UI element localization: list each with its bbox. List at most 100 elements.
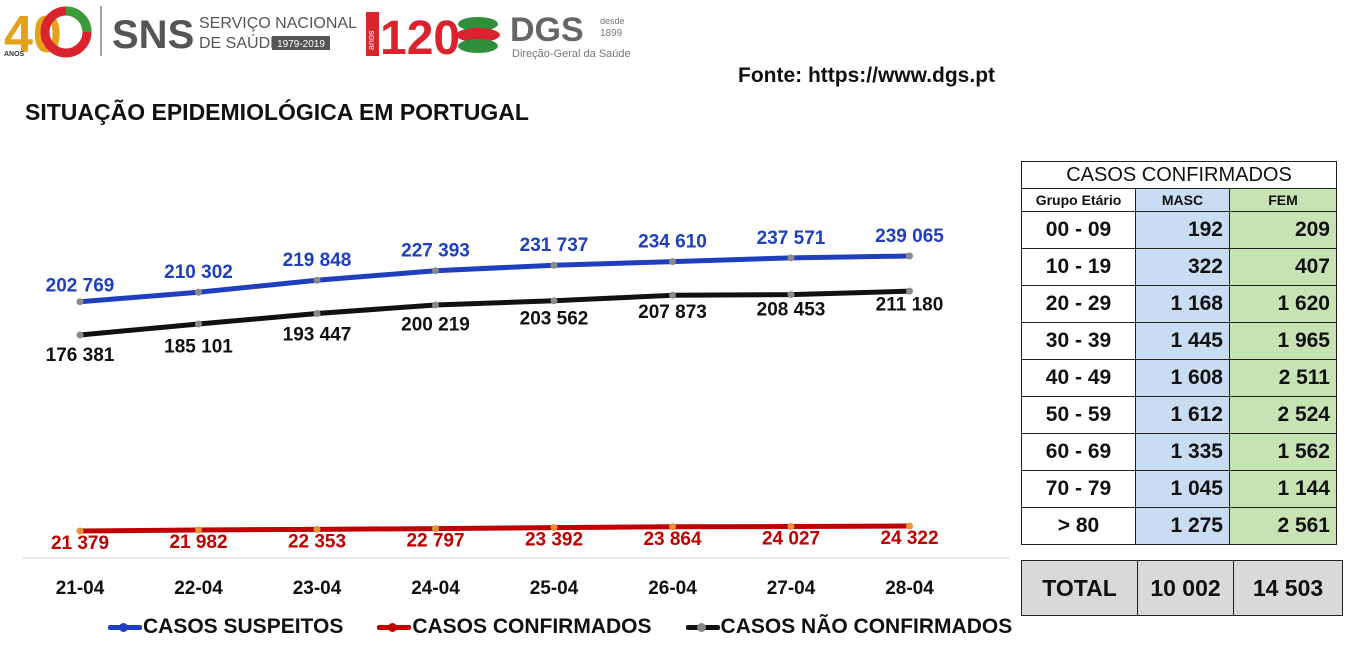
data-point-confirmados — [313, 525, 321, 533]
data-label-nao-confirmados: 207 873 — [638, 302, 707, 323]
x-tick-label: 27-04 — [767, 578, 816, 599]
data-point-suspeitos — [550, 261, 558, 269]
data-point-suspeitos — [432, 267, 439, 275]
logo-40-ring-green — [65, 6, 92, 33]
table-header-masc: MASC — [1135, 188, 1230, 212]
page-title: SITUAÇÃO EPIDEMIOLÓGICA EM PORTUGAL — [25, 99, 529, 125]
x-tick-label: 24-04 — [411, 578, 460, 599]
cases-table: CASOS CONFIRMADOS Grupo Etário MASC FEM … — [1021, 161, 1337, 545]
series-line-suspeitos — [77, 253, 912, 305]
total-fem: 14 503 — [1233, 560, 1343, 616]
legend-swatch-suspeitos — [108, 622, 142, 632]
table-cell-group: 10 - 19 — [1021, 248, 1136, 286]
logo-40-anos: 40 ANOS — [4, 6, 92, 64]
table-row: 40 - 49 1 608 2 511 — [1021, 359, 1337, 397]
data-point-nao-confirmados — [906, 287, 913, 295]
table-header-fem: FEM — [1229, 188, 1337, 212]
table-cell-fem: 2 561 — [1229, 507, 1337, 545]
logo-120-anos: anos 120 — [366, 12, 500, 64]
data-point-nao-confirmados — [669, 291, 676, 299]
data-point-nao-confirmados — [550, 297, 558, 305]
table-cell-group: 60 - 69 — [1021, 433, 1136, 471]
legend-swatch-confirmados — [377, 622, 412, 632]
logo-120-caption: anos — [366, 30, 376, 50]
source-text: Fonte: https://www.dgs.pt — [738, 64, 996, 87]
dgs-emblem-top — [458, 17, 498, 31]
table-cell-masc: 1 168 — [1135, 285, 1230, 323]
data-label-suspeitos: 231 737 — [520, 235, 589, 256]
table-cell-group: 20 - 29 — [1021, 285, 1136, 323]
table-cell-fem: 407 — [1229, 248, 1337, 286]
data-point-confirmados — [432, 525, 439, 533]
sns-text: SNS — [112, 13, 194, 57]
table-cell-fem: 1 620 — [1229, 285, 1337, 323]
legend-item-nao-confirmados: CASOS NÃO CONFIRMADOS — [685, 615, 1012, 639]
table-cell-masc: 1 335 — [1135, 433, 1230, 471]
logo-40-caption: ANOS — [4, 51, 25, 58]
data-point-suspeitos — [906, 252, 913, 260]
dgs-year: 1899 — [600, 28, 623, 39]
series-line-nao-confirmados — [77, 288, 912, 338]
data-label-suspeitos: 237 571 — [757, 228, 826, 249]
data-label-suspeitos: 239 065 — [875, 226, 944, 247]
data-point-confirmados — [669, 523, 676, 531]
data-point-suspeitos — [313, 276, 321, 284]
data-point-confirmados — [550, 524, 558, 532]
chart-legend: CASOS SUSPEITOS CASOS CONFIRMADOS CASOS … — [108, 613, 1046, 641]
series-layer: 202 769 210 302 219 848 227 393 231 737 234 6… — [46, 226, 945, 554]
sns-years: 1979-2019 — [277, 39, 325, 50]
data-label-confirmados: 24 322 — [880, 528, 938, 549]
table-cell-masc: 322 — [1135, 248, 1230, 286]
table-row: > 80 1 275 2 561 — [1021, 507, 1337, 545]
data-label-confirmados: 21 982 — [169, 532, 227, 553]
line-chart: 202 769 210 302 219 848 227 393 231 737 234 6… — [22, 226, 1010, 599]
legend-item-confirmados: CASOS CONFIRMADOS — [377, 615, 652, 639]
data-label-confirmados: 22 353 — [288, 531, 346, 552]
data-point-nao-confirmados — [313, 309, 321, 317]
data-point-suspeitos — [76, 298, 84, 306]
table-cell-masc: 1 045 — [1135, 470, 1230, 508]
data-label-nao-confirmados: 176 381 — [46, 345, 115, 366]
x-tick-label: 21-04 — [56, 578, 105, 599]
data-label-confirmados: 24 027 — [762, 529, 820, 550]
total-table: TOTAL 10 002 14 503 — [1021, 560, 1343, 616]
table-cell-fem: 1 562 — [1229, 433, 1337, 471]
data-point-nao-confirmados — [76, 331, 84, 339]
table-cell-group: 30 - 39 — [1021, 322, 1136, 360]
x-tick-label: 28-04 — [885, 578, 934, 599]
data-point-confirmados — [787, 523, 795, 531]
data-point-nao-confirmados — [787, 291, 795, 299]
table-cell-masc: 1 275 — [1135, 507, 1230, 545]
x-tick-label: 23-04 — [293, 578, 342, 599]
data-label-nao-confirmados: 185 101 — [164, 337, 233, 358]
table-cell-masc: 1 445 — [1135, 322, 1230, 360]
table-title: CASOS CONFIRMADOS — [1021, 161, 1337, 189]
data-label-suspeitos: 234 610 — [638, 232, 707, 253]
data-label-nao-confirmados: 203 562 — [520, 309, 589, 330]
x-tick-label: 25-04 — [530, 578, 579, 599]
data-label-nao-confirmados: 193 447 — [283, 324, 352, 345]
legend-label-suspeitos: CASOS SUSPEITOS — [143, 615, 344, 638]
data-label-confirmados: 23 392 — [525, 530, 583, 551]
table-cell-masc: 192 — [1135, 211, 1230, 249]
table-cell-group: 00 - 09 — [1021, 211, 1136, 249]
x-tick-label: 22-04 — [174, 578, 223, 599]
table-cell-group: > 80 — [1021, 507, 1136, 545]
sns-years-badge — [272, 36, 330, 50]
data-point-suspeitos — [787, 254, 795, 262]
table-header-group: Grupo Etário — [1021, 188, 1136, 212]
sns-line1: SERVIÇO NACIONAL — [199, 15, 357, 32]
data-label-nao-confirmados: 211 180 — [876, 295, 944, 316]
total-row: TOTAL 10 002 14 503 — [1021, 560, 1343, 616]
data-point-confirmados — [906, 522, 913, 530]
dgs-emblem-bottom — [458, 39, 498, 53]
table-row: 20 - 29 1 168 1 620 — [1021, 285, 1337, 323]
table-cell-fem: 1 144 — [1229, 470, 1337, 508]
table-cell-masc: 1 612 — [1135, 396, 1230, 434]
legend-swatch-nao-confirmados — [685, 622, 720, 632]
data-label-nao-confirmados: 200 219 — [401, 314, 470, 335]
table-row: 70 - 79 1 045 1 144 — [1021, 470, 1337, 508]
legend-label-confirmados: CASOS CONFIRMADOS — [412, 615, 652, 638]
total-label: TOTAL — [1021, 560, 1138, 616]
dgs-since: desde — [600, 16, 625, 26]
